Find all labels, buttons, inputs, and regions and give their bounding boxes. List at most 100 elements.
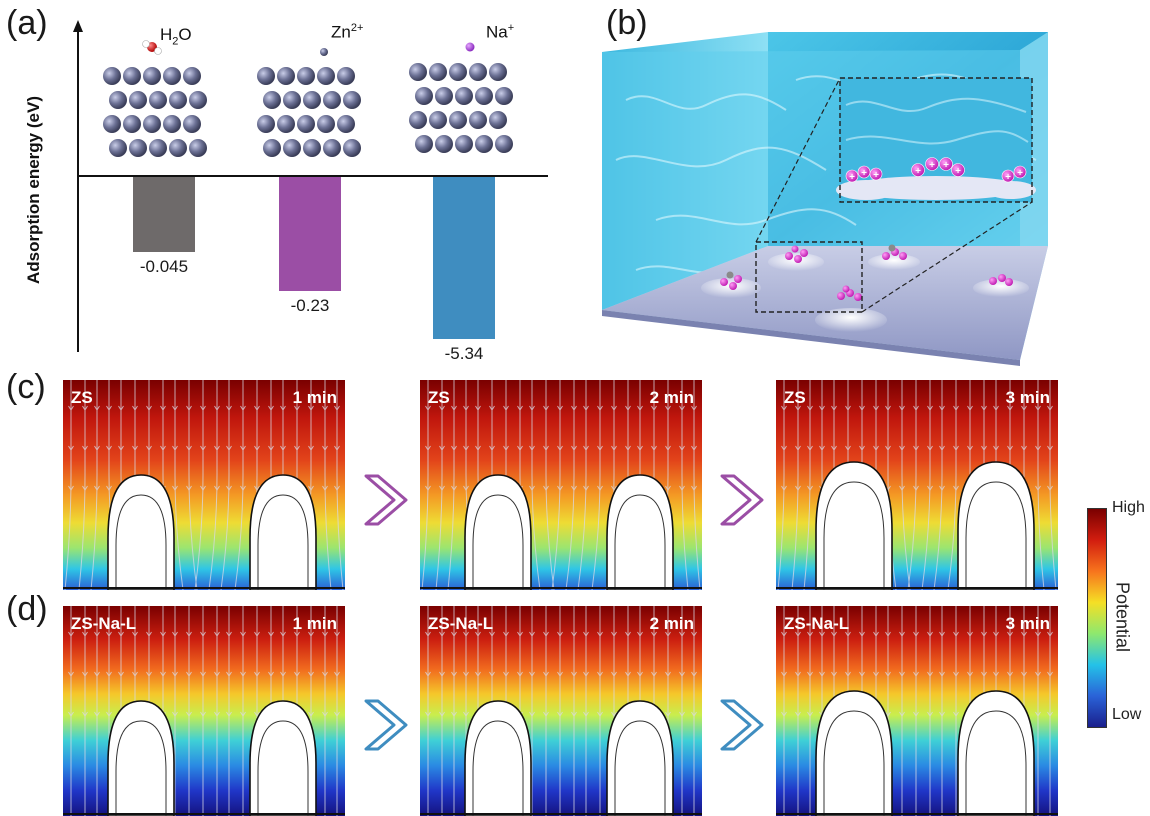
- sim-time-label: 3 min: [1005, 388, 1050, 407]
- zinc-protrusion: [606, 474, 674, 590]
- zinc-protrusion: [957, 461, 1035, 590]
- ion-clusters: [701, 244, 1029, 332]
- h2o-hydrogen-atom: [154, 47, 162, 55]
- zoom-inset: + + + + + + + + +: [836, 77, 1036, 203]
- zn-atom: [103, 67, 121, 85]
- zn-atom: [263, 91, 281, 109]
- zn-atom: [189, 91, 207, 109]
- sim-time-label: 2 min: [649, 388, 694, 407]
- zn-atom: [449, 63, 467, 81]
- species-label-zn: Zn2+: [331, 22, 364, 42]
- zn-atom: [189, 139, 207, 157]
- zn-atom: [429, 111, 447, 129]
- bar-value-label: -5.34: [444, 344, 484, 363]
- svg-text:+: +: [955, 166, 961, 177]
- zinc-protrusion: [107, 474, 175, 590]
- zn-atom: [475, 87, 493, 105]
- zinc-protrusion: [107, 700, 175, 816]
- zn-atom: [283, 91, 301, 109]
- zinc-protrusion: [249, 474, 317, 590]
- panel-label-d: (d): [6, 590, 48, 628]
- panel-label-c: (c): [6, 368, 46, 406]
- zoom-source-box: [755, 241, 863, 313]
- zn-atom: [163, 67, 181, 85]
- zn-ion-atom: [320, 48, 328, 56]
- sim-time-label: 1 min: [292, 388, 337, 407]
- zn-atom: [495, 87, 513, 105]
- bar-h2o: [133, 177, 195, 252]
- zn-atom: [475, 135, 493, 153]
- svg-text:+: +: [1005, 172, 1011, 183]
- zinc-protrusion: [957, 690, 1035, 816]
- colorbar-high-label: High: [1112, 499, 1145, 516]
- zn-atom: [149, 139, 167, 157]
- adsorbate-molecules: [142, 40, 475, 56]
- arrow-c-1: [364, 474, 408, 526]
- zn-atom: [317, 67, 335, 85]
- zinc-protrusion: [606, 700, 674, 816]
- zinc-floor: [602, 246, 1048, 360]
- h2o-hydrogen-atom: [142, 40, 150, 48]
- sim-time-label: 3 min: [1005, 614, 1050, 633]
- zinc-protrusion: [249, 700, 317, 816]
- sim-time-label: 1 min: [292, 614, 337, 633]
- zn-atom: [489, 63, 507, 81]
- zn-atom: [343, 139, 361, 157]
- zn-atom: [469, 63, 487, 81]
- colorbar-title: Potential: [1112, 581, 1133, 653]
- zn-slabs: [103, 63, 513, 157]
- zs-simulation-1: ZS 1 min: [63, 380, 345, 590]
- arrow-d-2: [720, 699, 764, 751]
- zn-atom: [489, 111, 507, 129]
- potential-colorbar: [1087, 508, 1107, 728]
- zn-atom: [323, 91, 341, 109]
- zn-atom: [303, 139, 321, 157]
- svg-text:+: +: [943, 160, 949, 171]
- zn-atom: [103, 115, 121, 133]
- zn-atom: [495, 135, 513, 153]
- zinc-protrusion: [464, 474, 532, 590]
- zn-atom: [169, 139, 187, 157]
- zn-atom: [409, 63, 427, 81]
- electrolyte-box-illustration: + + + + + + + + +: [602, 32, 1048, 366]
- sim-sample-label: ZS-Na-L: [428, 614, 494, 633]
- zn-atom: [143, 115, 161, 133]
- zn-atom: [129, 139, 147, 157]
- zn-atom: [415, 87, 433, 105]
- zn-atom: [163, 115, 181, 133]
- zn-atom: [323, 139, 341, 157]
- sim-sample-label: ZS: [428, 388, 450, 407]
- zn-atom: [435, 135, 453, 153]
- zs-simulation-3: ZS 3 min: [776, 380, 1058, 590]
- zn-atom: [337, 67, 355, 85]
- zn-atom: [435, 87, 453, 105]
- bar-value-label: -0.23: [290, 296, 330, 315]
- zn-atom: [257, 67, 275, 85]
- zn-atom: [455, 87, 473, 105]
- zn-atom: [337, 115, 355, 133]
- svg-text:+: +: [849, 172, 855, 183]
- zs-simulation-2: ZS 2 min: [420, 380, 702, 590]
- zn-atom: [317, 115, 335, 133]
- zn-atom: [183, 67, 201, 85]
- svg-text:+: +: [929, 160, 935, 171]
- svg-text:+: +: [1017, 168, 1023, 179]
- zn-atom: [263, 139, 281, 157]
- zn-atom: [123, 115, 141, 133]
- sim-time-label: 2 min: [649, 614, 694, 633]
- na-ion-atom: [465, 42, 475, 52]
- bars-group: [133, 177, 495, 339]
- zn-atom: [183, 115, 201, 133]
- zn-atom: [297, 67, 315, 85]
- species-label-h2o: H2O: [160, 25, 192, 48]
- bar-zn2: [279, 177, 341, 291]
- sim-sample-label: ZS: [784, 388, 806, 407]
- zn-atom: [303, 91, 321, 109]
- zs-na-l-simulation-2: ZS-Na-L 2 min: [420, 606, 702, 816]
- svg-text:+: +: [873, 170, 879, 181]
- zn-atom: [277, 67, 295, 85]
- zn-atom: [149, 91, 167, 109]
- zinc-protrusion: [815, 690, 893, 816]
- zn-atom: [429, 63, 447, 81]
- zn-atom: [123, 67, 141, 85]
